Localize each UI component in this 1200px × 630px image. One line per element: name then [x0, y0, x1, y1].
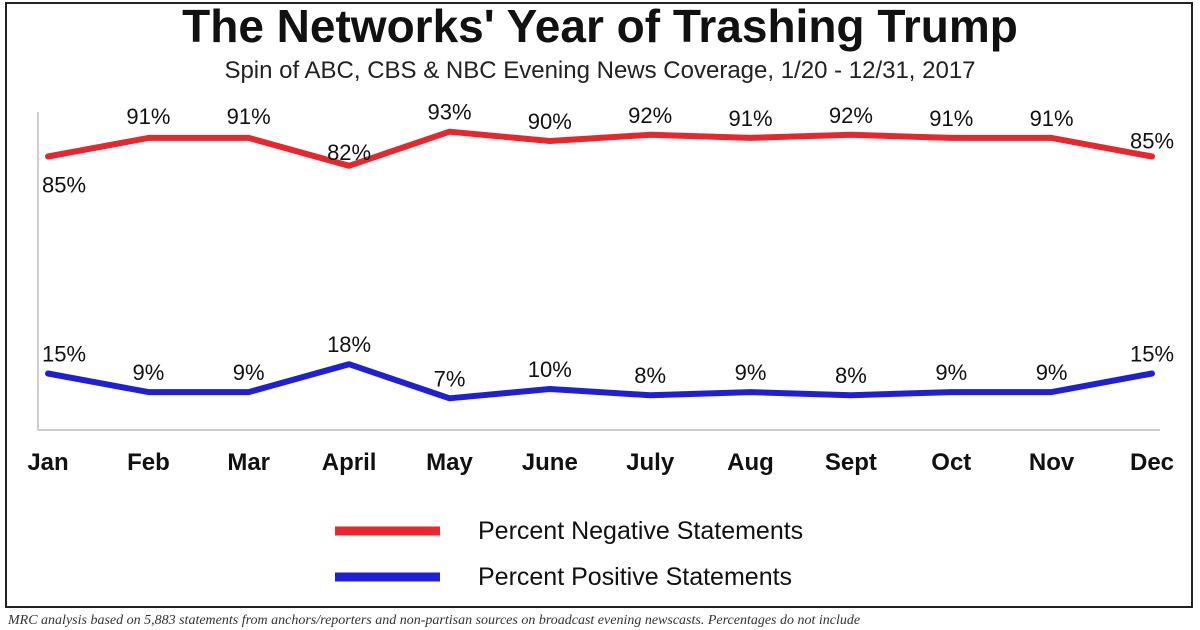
- chart-frame: [5, 2, 1193, 608]
- data-label: 9%: [1036, 360, 1068, 385]
- x-tick-label: July: [626, 449, 675, 476]
- x-tick-label: Feb: [127, 449, 170, 476]
- x-tick-label: May: [426, 449, 473, 476]
- footnote: MRC analysis based on 5,883 statements f…: [8, 613, 861, 628]
- x-tick-label: Sept: [825, 449, 877, 476]
- series-layer: [45, 128, 1155, 402]
- data-label: 10%: [528, 357, 572, 382]
- x-tick-label: Dec: [1130, 449, 1174, 476]
- series-line-positive: [45, 361, 1155, 402]
- data-label: 18%: [327, 332, 371, 357]
- x-tick-label: Jan: [27, 449, 68, 476]
- data-label: 91%: [126, 104, 170, 129]
- data-label: 8%: [835, 363, 867, 388]
- data-label: 9%: [735, 360, 767, 385]
- legend-label-negative: Percent Negative Statements: [478, 517, 803, 545]
- x-tick-label: Oct: [931, 449, 971, 476]
- data-label: 82%: [327, 140, 371, 165]
- data-label: 92%: [829, 103, 873, 128]
- data-label: 91%: [728, 106, 772, 131]
- x-tick-label-layer: Jan Feb Mar April May June July Aug Sept Oct Nov De…: [27, 449, 1174, 476]
- data-label: 93%: [427, 100, 471, 125]
- chart-subtitle: Spin of ABC, CBS & NBC Evening News Cove…: [224, 57, 976, 84]
- data-label: 91%: [227, 104, 271, 129]
- data-label: 85%: [42, 173, 86, 198]
- x-tick-label: Mar: [227, 449, 270, 476]
- chart-title: The Networks' Year of Trashing Trump: [182, 0, 1018, 52]
- data-label: 92%: [628, 103, 672, 128]
- data-label: 9%: [233, 360, 265, 385]
- x-tick-label: April: [322, 449, 377, 476]
- x-tick-label: Aug: [727, 449, 774, 476]
- data-label: 85%: [1130, 129, 1174, 154]
- data-label: 7%: [434, 366, 466, 391]
- legend-label-positive: Percent Positive Statements: [478, 563, 792, 591]
- data-label: 91%: [1030, 106, 1074, 131]
- data-label: 90%: [528, 109, 572, 134]
- data-label: 9%: [133, 360, 165, 385]
- series-line-negative: [45, 128, 1155, 169]
- x-tick-label: Nov: [1029, 449, 1075, 476]
- data-label: 91%: [929, 106, 973, 131]
- data-label: 8%: [634, 363, 666, 388]
- data-label: 15%: [42, 342, 86, 367]
- data-label: 9%: [935, 360, 967, 385]
- data-label-layer: 85% 91% 91% 82% 93% 90% 92% 91% 92% 91% 91% 85% 15% 9…: [42, 100, 1174, 392]
- data-label: 15%: [1130, 342, 1174, 367]
- x-tick-label: June: [522, 449, 578, 476]
- legend: Percent Negative Statements Percent Posit…: [335, 517, 803, 591]
